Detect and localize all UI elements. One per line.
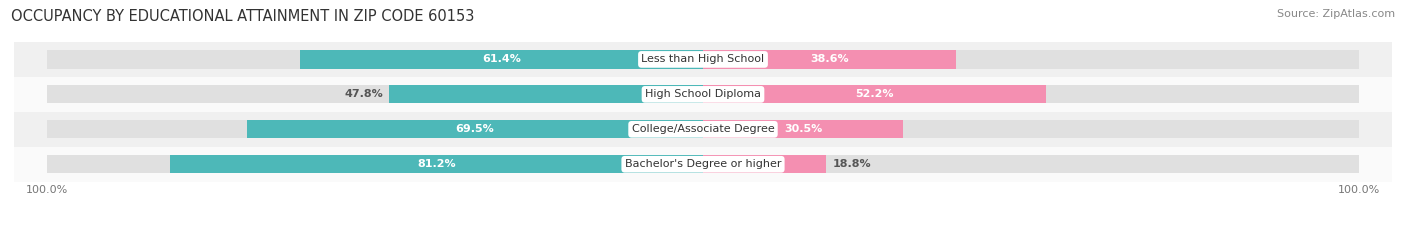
Bar	[703, 155, 827, 173]
Bar	[46, 120, 703, 138]
Bar	[703, 155, 1360, 173]
Bar	[46, 50, 703, 69]
Text: 81.2%: 81.2%	[418, 159, 456, 169]
Bar	[14, 77, 1392, 112]
Text: College/Associate Degree: College/Associate Degree	[631, 124, 775, 134]
Bar	[703, 85, 1360, 103]
Text: 18.8%: 18.8%	[832, 159, 872, 169]
Text: OCCUPANCY BY EDUCATIONAL ATTAINMENT IN ZIP CODE 60153: OCCUPANCY BY EDUCATIONAL ATTAINMENT IN Z…	[11, 9, 475, 24]
Text: Bachelor's Degree or higher: Bachelor's Degree or higher	[624, 159, 782, 169]
Bar	[703, 85, 1046, 103]
Bar	[46, 155, 703, 173]
Bar	[703, 50, 1360, 69]
Text: 38.6%: 38.6%	[810, 55, 849, 64]
Bar	[170, 155, 703, 173]
Bar	[46, 85, 703, 103]
Bar	[14, 112, 1392, 147]
Text: Source: ZipAtlas.com: Source: ZipAtlas.com	[1277, 9, 1395, 19]
Text: 52.2%: 52.2%	[855, 89, 893, 99]
Bar	[14, 147, 1392, 182]
Text: 47.8%: 47.8%	[344, 89, 382, 99]
Bar	[389, 85, 703, 103]
Text: 30.5%: 30.5%	[785, 124, 823, 134]
Bar	[14, 42, 1392, 77]
Text: High School Diploma: High School Diploma	[645, 89, 761, 99]
Bar	[703, 50, 956, 69]
Text: 69.5%: 69.5%	[456, 124, 495, 134]
Text: 61.4%: 61.4%	[482, 55, 522, 64]
Text: Less than High School: Less than High School	[641, 55, 765, 64]
Bar	[299, 50, 703, 69]
Bar	[703, 120, 1360, 138]
Bar	[247, 120, 703, 138]
Bar	[703, 120, 903, 138]
